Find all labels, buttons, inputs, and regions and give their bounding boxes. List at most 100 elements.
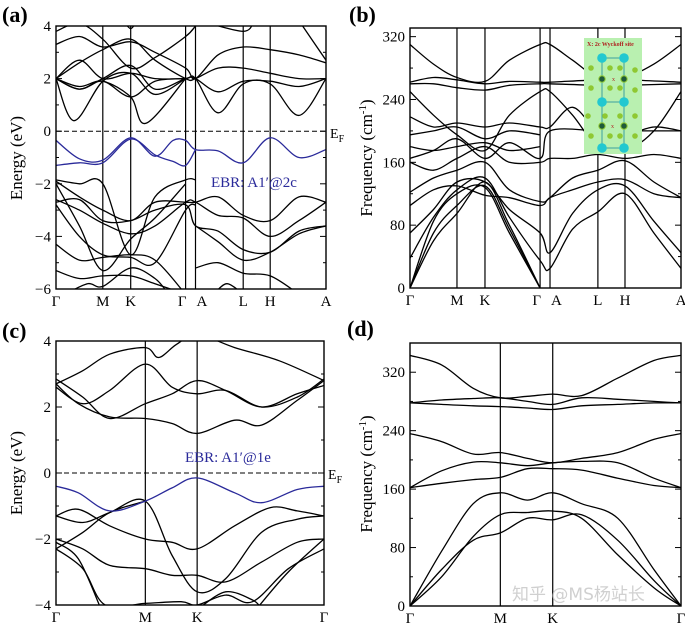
band-line — [410, 510, 681, 606]
band-line — [410, 145, 681, 171]
inset-atom-large — [597, 53, 607, 63]
inset-wyckoff-marker: x — [611, 124, 614, 130]
inset-atom-center — [620, 122, 628, 130]
band-line — [410, 176, 681, 272]
panel-label-c: (c) — [2, 318, 26, 343]
plot-frame — [409, 342, 682, 607]
ebr-band-line — [56, 477, 324, 512]
panel-c: (c) Energy (eV) −4 −2 0 2 4 Γ M K Γ EF EBR: A1′@… — [2, 318, 343, 625]
kpoint-label: L — [239, 294, 248, 310]
kpoint-label: Γ — [52, 294, 61, 310]
inset-atom-small — [607, 65, 613, 71]
y-tick-label: 160 — [383, 482, 406, 498]
y-tick-label: 0 — [398, 599, 406, 615]
kpoint-label: H — [265, 294, 276, 310]
inset-atom-small — [617, 85, 623, 91]
y-tick-label: 240 — [383, 424, 406, 440]
band-line — [410, 467, 681, 489]
kpoint-label: A — [676, 293, 685, 309]
inset-atom-center — [598, 75, 606, 83]
inset-atom-small — [632, 87, 638, 93]
inset-atom-small — [617, 65, 623, 71]
inset-atom-small — [632, 113, 638, 119]
band-line — [56, 203, 196, 267]
band-line — [301, 26, 326, 61]
inset-atom-small — [632, 67, 638, 73]
kpoint-label: K — [192, 610, 203, 625]
band-line — [410, 126, 541, 140]
kpoint-label: M — [139, 610, 152, 625]
inset-atom-large — [619, 97, 629, 107]
kpoint-label: L — [593, 293, 602, 309]
band-lines — [56, 26, 326, 289]
ylabel-a: Energy (eV) — [7, 116, 26, 200]
kpoint-label: Γ — [406, 611, 415, 625]
inset-atom-small — [585, 113, 591, 119]
inset-atom-small — [607, 85, 613, 91]
watermark: 知乎 @MS杨站长 — [512, 585, 645, 605]
band-line — [56, 59, 186, 80]
kpoint-label: M — [96, 294, 109, 310]
inset-atom-large — [597, 97, 607, 107]
inset-atom-small — [607, 133, 613, 139]
y-tick-label: 0 — [44, 466, 52, 482]
band-line — [126, 26, 135, 30]
inset-wyckoff-marker: x — [612, 77, 615, 83]
fermi-label-c: EF — [328, 468, 343, 486]
ebr-band-line — [56, 137, 326, 164]
inset-atom-small — [588, 133, 594, 139]
band-line — [410, 159, 681, 203]
band-line — [56, 77, 187, 124]
kpoint-label: K — [125, 294, 136, 310]
band-line — [56, 71, 186, 122]
band-line — [56, 243, 183, 289]
y-tick-label: −2 — [35, 532, 51, 548]
y-tick-label: 80 — [390, 541, 405, 557]
band-line — [195, 225, 326, 262]
ebr-annotation-c: EBR: A1′@1e — [185, 450, 271, 466]
y-tick-label: 320 — [383, 30, 406, 46]
band-line — [410, 177, 681, 254]
band-line — [56, 506, 324, 551]
ylabel-b: Frequency (cm-1) — [357, 99, 376, 216]
kpoint-label: M — [494, 611, 507, 625]
band-line — [410, 178, 681, 207]
band-line — [56, 64, 326, 93]
band-line — [56, 35, 326, 80]
band-line — [56, 380, 324, 435]
kpoint-label: A — [321, 294, 332, 310]
band-line — [56, 538, 324, 583]
band-line — [56, 177, 196, 256]
y-tick-label: 160 — [383, 155, 406, 171]
y-tick-label: −2 — [35, 177, 51, 193]
y-tick-label: 320 — [383, 365, 406, 381]
y-tick-label: 2 — [44, 400, 52, 416]
y-tick-label: −4 — [35, 229, 51, 245]
ylabel-d: Frequency (cm-1) — [357, 415, 376, 532]
ebr-band-line — [56, 138, 197, 167]
crystal-structure-inset: X: 2c Wyckoff site x x — [584, 38, 642, 154]
plot-area-c: −4 −2 0 2 4 Γ M K Γ — [35, 334, 329, 625]
band-line — [217, 283, 238, 289]
band-line — [56, 199, 326, 238]
band-line — [258, 538, 324, 605]
plot-frame — [409, 27, 682, 289]
band-line — [195, 261, 293, 289]
kpoint-label: A — [551, 293, 562, 309]
inset-atom-center — [620, 75, 628, 83]
y-tick-label: 4 — [44, 19, 52, 35]
y-tick-label: −4 — [35, 598, 51, 614]
band-line — [56, 180, 326, 223]
plot-frame — [55, 25, 327, 290]
plot-area-d: 0 80 160 240 320 Γ M K Γ — [383, 342, 685, 625]
kpoint-label: K — [480, 293, 491, 309]
inset-title: X: 2c Wyckoff site — [587, 42, 634, 48]
kpoint-label: A — [197, 294, 208, 310]
band-line — [56, 183, 187, 272]
y-tick-label: 0 — [44, 124, 52, 140]
y-tick-label: 2 — [44, 72, 52, 88]
kpoint-label: Γ — [178, 294, 187, 310]
